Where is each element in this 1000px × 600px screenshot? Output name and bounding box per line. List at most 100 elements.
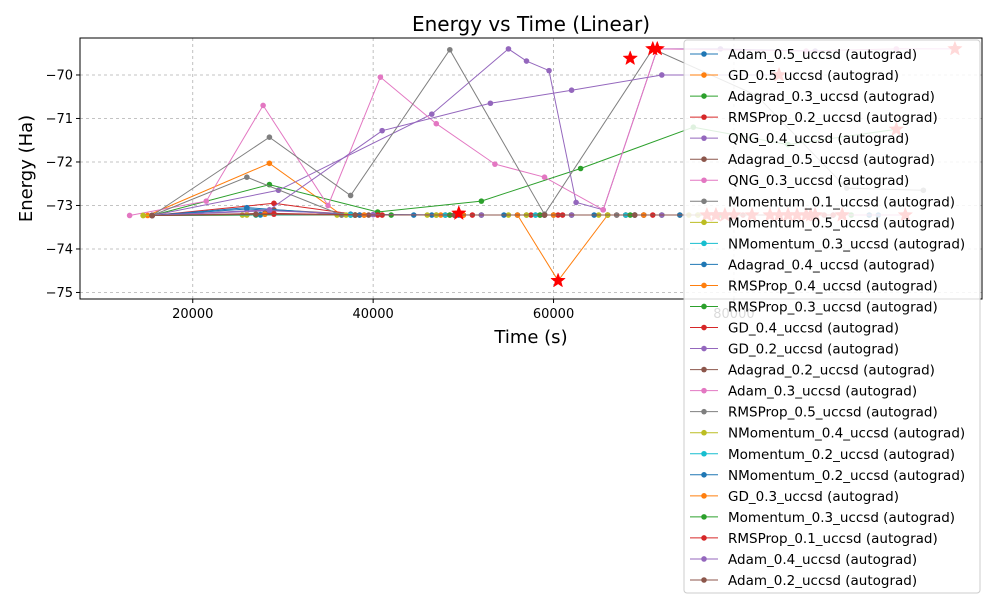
legend-swatch-marker: [701, 577, 707, 583]
data-point: [140, 212, 146, 219]
x-axis-label: Time (s): [493, 327, 567, 348]
legend-swatch-marker: [701, 51, 707, 57]
legend-entry: GD_0.3_uccsd (autograd): [690, 489, 899, 505]
legend-entry: Adam_0.3_uccsd (autograd): [690, 384, 917, 400]
legend-swatch-marker: [701, 450, 707, 457]
legend-entry: RMSProp_0.4_uccsd (autograd): [690, 278, 938, 294]
legend-swatch-marker: [701, 366, 707, 373]
legend-label: RMSProp_0.5_uccsd (autograd): [728, 405, 938, 421]
legend-label: Adam_0.5_uccsd (autograd): [728, 47, 917, 63]
y-tick-label: −71: [46, 112, 73, 127]
data-point: [126, 212, 133, 219]
legend-swatch-marker: [701, 345, 707, 352]
legend-swatch-marker: [701, 261, 707, 268]
x-tick-label: 60000: [533, 307, 574, 322]
y-tick-label: −73: [46, 199, 73, 214]
legend-label: GD_0.2_uccsd (autograd): [728, 342, 899, 358]
data-point: [203, 198, 210, 204]
y-axis-label: Energy (Ha): [16, 115, 37, 222]
legend-swatch-marker: [701, 282, 707, 289]
legend-label: Adagrad_0.3_uccsd (autograd): [728, 89, 935, 105]
legend-swatch-marker: [701, 177, 707, 184]
best-energy-star: [451, 205, 467, 220]
legend-entry: Momentum_0.3_uccsd (autograd): [690, 510, 955, 526]
legend-label: NMomentum_0.2_uccsd (autograd): [728, 468, 965, 484]
legend-swatch-marker: [701, 240, 707, 247]
legend-swatch-marker: [701, 514, 707, 520]
legend-swatch-marker: [701, 198, 707, 205]
data-point: [546, 67, 552, 74]
data-point: [266, 134, 273, 140]
legend-swatch-marker: [701, 72, 707, 78]
legend-label: QNG_0.4_uccsd (autograd): [728, 131, 909, 147]
legend-label: Adagrad_0.2_uccsd (autograd): [728, 363, 935, 379]
legend-label: RMSProp_0.2_uccsd (autograd): [728, 110, 938, 126]
legend-entry: GD_0.2_uccsd (autograd): [690, 342, 899, 358]
data-point: [541, 174, 548, 180]
legend-label: Momentum_0.1_uccsd (autograd): [728, 194, 955, 210]
legend-label: GD_0.4_uccsd (autograd): [728, 321, 899, 337]
legend-entry: RMSProp_0.2_uccsd (autograd): [690, 110, 938, 126]
legend-swatch-marker: [701, 472, 707, 478]
data-point: [568, 87, 575, 93]
data-point: [260, 102, 266, 109]
data-point: [577, 165, 584, 172]
legend-entry: Momentum_0.2_uccsd (autograd): [690, 447, 955, 463]
data-point: [478, 198, 485, 204]
data-point: [244, 204, 250, 211]
legend-entry: QNG_0.4_uccsd (autograd): [690, 131, 909, 147]
data-point: [266, 207, 273, 213]
legend-entry: RMSProp_0.1_uccsd (autograd): [690, 531, 938, 547]
data-point: [433, 120, 440, 127]
data-point: [573, 199, 579, 206]
legend-entry: NMomentum_0.3_uccsd (autograd): [690, 236, 965, 252]
legend-label: RMSProp_0.4_uccsd (autograd): [728, 278, 938, 294]
data-point: [244, 174, 250, 180]
data-point: [600, 207, 606, 213]
legend-entry: QNG_0.3_uccsd (autograd): [690, 173, 909, 189]
data-point: [271, 210, 277, 217]
y-tick-label: −75: [46, 286, 73, 301]
best-energy-star: [622, 50, 639, 66]
data-point: [658, 72, 665, 78]
legend-swatch-marker: [701, 114, 707, 120]
legend-label: Adagrad_0.5_uccsd (autograd): [728, 152, 935, 168]
legend-label: RMSProp_0.1_uccsd (autograd): [728, 531, 938, 547]
legend-label: Adam_0.2_uccsd (autograd): [728, 573, 917, 589]
x-tick-label: 40000: [352, 307, 393, 322]
legend-swatch-marker: [701, 408, 707, 415]
legend-swatch-marker: [701, 556, 707, 562]
legend-entry: Adagrad_0.5_uccsd (autograd): [690, 152, 935, 168]
legend-entry: NMomentum_0.4_uccsd (autograd): [690, 426, 965, 442]
data-point: [271, 200, 277, 207]
data-point: [377, 74, 384, 80]
chart-title: Energy vs Time (Linear): [412, 12, 650, 36]
data-point: [325, 202, 331, 209]
best-energy-star: [550, 272, 566, 288]
legend-label: Adam_0.3_uccsd (autograd): [728, 384, 917, 400]
legend-swatch-marker: [701, 429, 707, 436]
legend-entry: Momentum_0.1_uccsd (autograd): [690, 194, 955, 210]
legend-swatch-marker: [701, 156, 707, 162]
best-energy-star: [644, 40, 661, 56]
legend-label: RMSProp_0.3_uccsd (autograd): [728, 299, 938, 315]
data-point: [253, 211, 259, 217]
y-tick-label: −70: [46, 68, 73, 83]
legend-entry: GD_0.4_uccsd (autograd): [690, 321, 899, 337]
legend-swatch-marker: [701, 303, 707, 310]
legend-label: GD_0.3_uccsd (autograd): [728, 489, 899, 505]
legend-label: GD_0.5_uccsd (autograd): [728, 68, 899, 84]
legend-entry: NMomentum_0.2_uccsd (autograd): [690, 468, 965, 484]
legend-entry: Momentum_0.5_uccsd (autograd): [690, 215, 955, 231]
plot-frame: [79, 37, 983, 300]
legend: Adam_0.5_uccsd (autograd) GD_0.5_uccsd (a…: [683, 39, 981, 594]
y-tick-label: −74: [46, 242, 73, 257]
data-point: [631, 212, 638, 218]
data-point: [428, 111, 435, 117]
legend-entry: GD_0.5_uccsd (autograd): [690, 68, 899, 84]
legend-entry: Adam_0.4_uccsd (autograd): [690, 552, 917, 568]
legend-label: Momentum_0.3_uccsd (autograd): [728, 510, 955, 526]
data-point: [266, 160, 273, 167]
data-point: [352, 212, 358, 218]
data-point: [487, 100, 494, 107]
